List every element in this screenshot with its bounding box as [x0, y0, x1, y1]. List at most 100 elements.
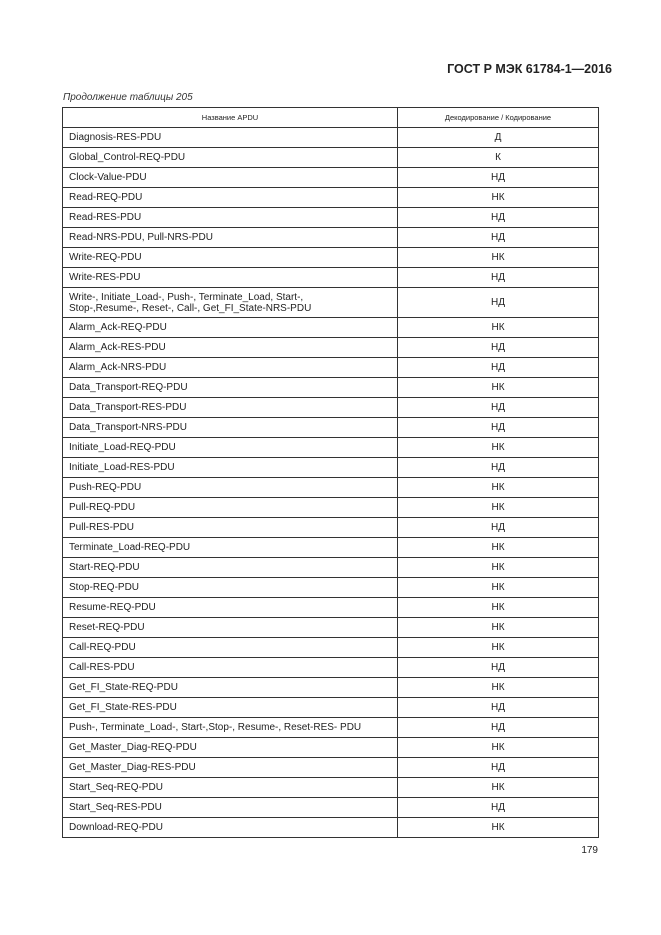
- apdu-name-cell: Push-, Terminate_Load-, Start-,Stop-, Re…: [62, 717, 398, 738]
- apdu-name-cell: Start-REQ-PDU: [62, 557, 398, 578]
- coding-cell: НК: [397, 777, 599, 798]
- apdu-name-cell: Start_Seq-REQ-PDU: [62, 777, 398, 798]
- apdu-name-cell: Get_Master_Diag-RES-PDU: [62, 757, 398, 778]
- table-row: Download-REQ-PDU НК: [62, 817, 599, 838]
- coding-cell: НК: [397, 597, 599, 618]
- apdu-name-cell: Alarm_Ack-NRS-PDU: [62, 357, 398, 378]
- apdu-name-cell: Initiate_Load-REQ-PDU: [62, 437, 398, 458]
- coding-cell: НД: [397, 417, 599, 438]
- table-row: Push-, Terminate_Load-, Start-,Stop-, Re…: [62, 717, 599, 738]
- column-header-name: Название APDU: [62, 107, 398, 128]
- table-row: Write-RES-PDU НД: [62, 267, 599, 288]
- table-row: Data_Transport-RES-PDU НД: [62, 397, 599, 418]
- table-row: Resume-REQ-PDU НК: [62, 597, 599, 618]
- table-row: Start_Seq-REQ-PDU НК: [62, 777, 599, 798]
- coding-cell: НК: [397, 577, 599, 598]
- coding-cell: НД: [397, 757, 599, 778]
- apdu-name-cell: Start_Seq-RES-PDU: [62, 797, 398, 818]
- coding-cell: НД: [397, 397, 599, 418]
- apdu-name-cell: Initiate_Load-RES-PDU: [62, 457, 398, 478]
- table-row: Diagnosis-RES-PDU Д: [62, 127, 599, 148]
- apdu-name-cell: Download-REQ-PDU: [62, 817, 398, 838]
- coding-cell: НД: [397, 357, 599, 378]
- table-row: Clock-Value-PDU НД: [62, 167, 599, 188]
- coding-cell: НК: [397, 537, 599, 558]
- apdu-name-cell: Pull-REQ-PDU: [62, 497, 398, 518]
- coding-cell: НД: [397, 797, 599, 818]
- table-row: Get_Master_Diag-REQ-PDU НК: [62, 737, 599, 758]
- apdu-name-cell: Data_Transport-RES-PDU: [62, 397, 398, 418]
- apdu-name-cell: Alarm_Ack-REQ-PDU: [62, 317, 398, 338]
- coding-cell: НК: [397, 557, 599, 578]
- document-header: ГОСТ Р МЭК 61784-1—2016: [447, 62, 612, 76]
- table-row: Alarm_Ack-RES-PDU НД: [62, 337, 599, 358]
- coding-cell: НК: [397, 437, 599, 458]
- apdu-name-cell: Clock-Value-PDU: [62, 167, 398, 188]
- apdu-name-cell: Get_Master_Diag-REQ-PDU: [62, 737, 398, 758]
- coding-cell: НК: [397, 637, 599, 658]
- coding-cell: НК: [397, 247, 599, 268]
- coding-cell: НД: [397, 717, 599, 738]
- apdu-name-cell: Terminate_Load-REQ-PDU: [62, 537, 398, 558]
- coding-cell: НД: [397, 167, 599, 188]
- coding-cell: НК: [397, 497, 599, 518]
- coding-cell: НД: [397, 337, 599, 358]
- coding-cell: НД: [397, 657, 599, 678]
- apdu-name-cell: Data_Transport-NRS-PDU: [62, 417, 398, 438]
- coding-cell: К: [397, 147, 599, 168]
- table-row: Get_Master_Diag-RES-PDU НД: [62, 757, 599, 778]
- apdu-name-cell: Write-REQ-PDU: [62, 247, 398, 268]
- table-row: Terminate_Load-REQ-PDU НК: [62, 537, 599, 558]
- apdu-name-cell: Resume-REQ-PDU: [62, 597, 398, 618]
- apdu-name-cell: Stop-REQ-PDU: [62, 577, 398, 598]
- apdu-name-cell: Call-REQ-PDU: [62, 637, 398, 658]
- coding-cell: НК: [397, 677, 599, 698]
- table-row: Write-, Initiate_Load-, Push-, Terminate…: [62, 287, 599, 318]
- coding-cell: НД: [397, 457, 599, 478]
- coding-cell: НК: [397, 737, 599, 758]
- coding-cell: НК: [397, 617, 599, 638]
- table-row: Pull-REQ-PDU НК: [62, 497, 599, 518]
- table-row: Start_Seq-RES-PDU НД: [62, 797, 599, 818]
- coding-cell: НК: [397, 317, 599, 338]
- column-header-coding: Декодирование / Кодирование: [397, 107, 599, 128]
- apdu-name-cell: Data_Transport-REQ-PDU: [62, 377, 398, 398]
- coding-cell: НК: [397, 187, 599, 208]
- table-row: Get_FI_State-REQ-PDU НК: [62, 677, 599, 698]
- coding-cell: НД: [397, 517, 599, 538]
- coding-cell: НД: [397, 227, 599, 248]
- apdu-name-cell: Push-REQ-PDU: [62, 477, 398, 498]
- table-row: Global_Control-REQ-PDU К: [62, 147, 599, 168]
- table-caption: Продолжение таблицы 205: [63, 92, 193, 103]
- coding-cell: НК: [397, 817, 599, 838]
- table-row: Call-REQ-PDU НК: [62, 637, 599, 658]
- page-number: 179: [581, 845, 598, 856]
- coding-cell: НД: [397, 267, 599, 288]
- apdu-name-cell: Alarm_Ack-RES-PDU: [62, 337, 398, 358]
- apdu-name-cell: Write-RES-PDU: [62, 267, 398, 288]
- table-row: Start-REQ-PDU НК: [62, 557, 599, 578]
- table-header-row: Название APDU Декодирование / Кодировани…: [62, 107, 599, 128]
- coding-cell: НК: [397, 377, 599, 398]
- table-row: Push-REQ-PDU НК: [62, 477, 599, 498]
- apdu-table: Название APDU Декодирование / Кодировани…: [62, 107, 599, 838]
- apdu-name-cell: Call-RES-PDU: [62, 657, 398, 678]
- coding-cell: НД: [397, 207, 599, 228]
- coding-cell: Д: [397, 127, 599, 148]
- apdu-name-cell: Pull-RES-PDU: [62, 517, 398, 538]
- table-row: Alarm_Ack-REQ-PDU НК: [62, 317, 599, 338]
- table-row: Read-REQ-PDU НК: [62, 187, 599, 208]
- table-row: Alarm_Ack-NRS-PDU НД: [62, 357, 599, 378]
- table-row: Data_Transport-NRS-PDU НД: [62, 417, 599, 438]
- apdu-name-cell: Reset-REQ-PDU: [62, 617, 398, 638]
- coding-cell: НК: [397, 477, 599, 498]
- apdu-name-cell: Diagnosis-RES-PDU: [62, 127, 398, 148]
- table-row: Data_Transport-REQ-PDU НК: [62, 377, 599, 398]
- coding-cell: НД: [397, 287, 599, 318]
- apdu-name-cell: Get_FI_State-RES-PDU: [62, 697, 398, 718]
- apdu-name-cell: Read-NRS-PDU, Pull-NRS-PDU: [62, 227, 398, 248]
- apdu-name-cell: Write-, Initiate_Load-, Push-, Terminate…: [62, 287, 398, 318]
- table-row: Pull-RES-PDU НД: [62, 517, 599, 538]
- apdu-name-cell: Read-REQ-PDU: [62, 187, 398, 208]
- table-row: Stop-REQ-PDU НК: [62, 577, 599, 598]
